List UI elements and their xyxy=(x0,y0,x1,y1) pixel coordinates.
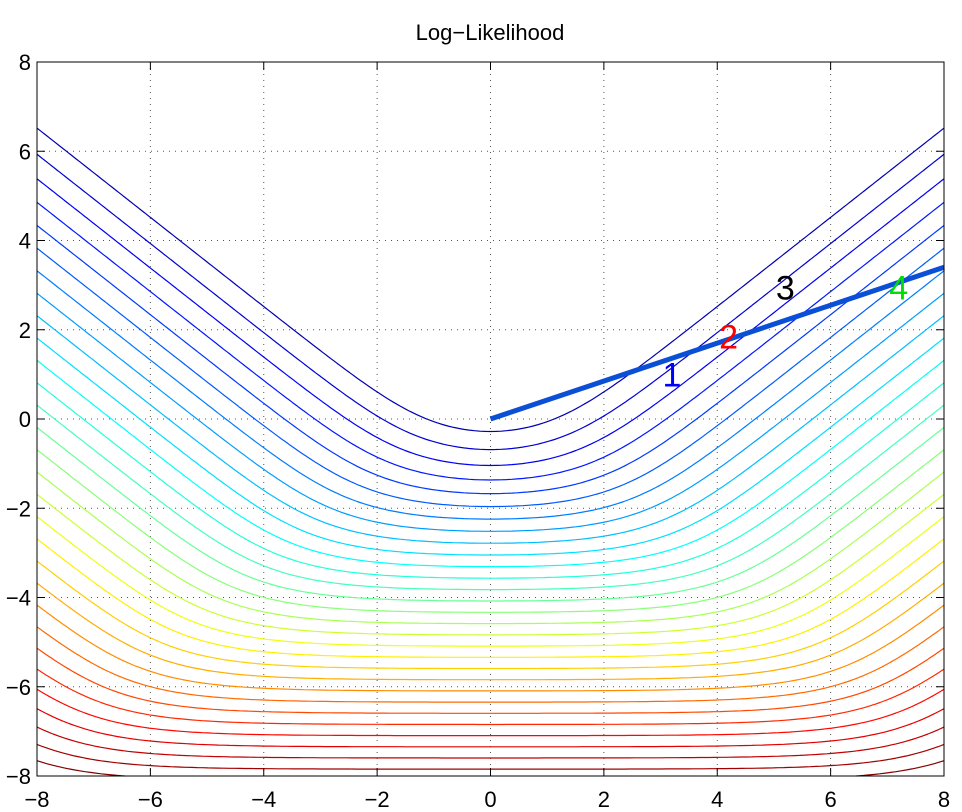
contour-level-line xyxy=(36,292,945,532)
x-tick-label: 2 xyxy=(598,787,610,812)
y-tick-label: 8 xyxy=(19,50,31,75)
x-tick-label: 6 xyxy=(825,787,837,812)
contour-level-line xyxy=(36,708,945,748)
contour-level-line xyxy=(36,127,945,433)
axis-ticks: −8 −6 −4 −2 0 2 4 6 8 −8 −6 −4 −2 0 2 4 6 8 xyxy=(6,50,950,812)
contour-level-line xyxy=(36,337,945,556)
contour-level-line xyxy=(36,426,945,602)
x-tick-label: −2 xyxy=(365,787,390,812)
x-tick-label: −8 xyxy=(24,787,49,812)
contour-level-line xyxy=(36,315,945,544)
iteration-label-3: 3 xyxy=(776,269,795,307)
contour-level-line xyxy=(36,247,945,508)
optimization-path xyxy=(489,264,945,422)
point-labels: 123 4 xyxy=(662,269,908,394)
contour-level-line xyxy=(36,359,945,568)
y-tick-label: −8 xyxy=(6,764,31,789)
contour-level-line xyxy=(36,560,945,670)
x-tick-label: −4 xyxy=(251,787,276,812)
x-tick-label: 0 xyxy=(484,787,496,812)
contour-level-line xyxy=(36,668,945,726)
contour-level-line xyxy=(36,604,945,692)
contour-level-line xyxy=(36,449,945,613)
x-tick-label: 4 xyxy=(711,787,723,812)
contour-level-line xyxy=(36,471,945,625)
optimization-path-line xyxy=(489,264,945,422)
contour-level-line xyxy=(36,582,945,681)
contour-level-line xyxy=(36,538,945,658)
y-tick-label: 2 xyxy=(19,318,31,343)
contour-level-line xyxy=(36,404,945,591)
iteration-label-2: 2 xyxy=(719,318,738,356)
contour-level-line xyxy=(36,201,945,481)
iteration-label-4: 4 xyxy=(889,269,908,307)
contour-level-line xyxy=(36,382,945,579)
contour-level-line xyxy=(36,688,945,737)
contour-level-line xyxy=(36,153,945,451)
contour-lines xyxy=(36,127,945,777)
iteration-label-1: 1 xyxy=(662,356,681,394)
contour-level-line xyxy=(36,178,945,467)
contour-level-line xyxy=(36,270,945,520)
y-tick-label: 6 xyxy=(19,139,31,164)
y-tick-label: 4 xyxy=(19,229,31,254)
chart-title: Log−Likelihood xyxy=(416,20,565,45)
y-tick-label: 0 xyxy=(19,407,31,432)
contour-level-line xyxy=(36,743,945,770)
contour-level-line xyxy=(36,626,945,703)
contour-level-line xyxy=(36,726,945,759)
y-tick-label: −6 xyxy=(6,675,31,700)
contour-level-line xyxy=(36,647,945,714)
contour-level-line xyxy=(36,493,945,636)
contour-level-line xyxy=(36,516,945,647)
y-tick-label: −4 xyxy=(6,586,31,611)
x-tick-label: −6 xyxy=(138,787,163,812)
y-tick-label: −2 xyxy=(6,496,31,521)
contour-level-line xyxy=(36,224,945,495)
plot-frame xyxy=(36,61,945,777)
x-tick-label: 8 xyxy=(938,787,950,812)
